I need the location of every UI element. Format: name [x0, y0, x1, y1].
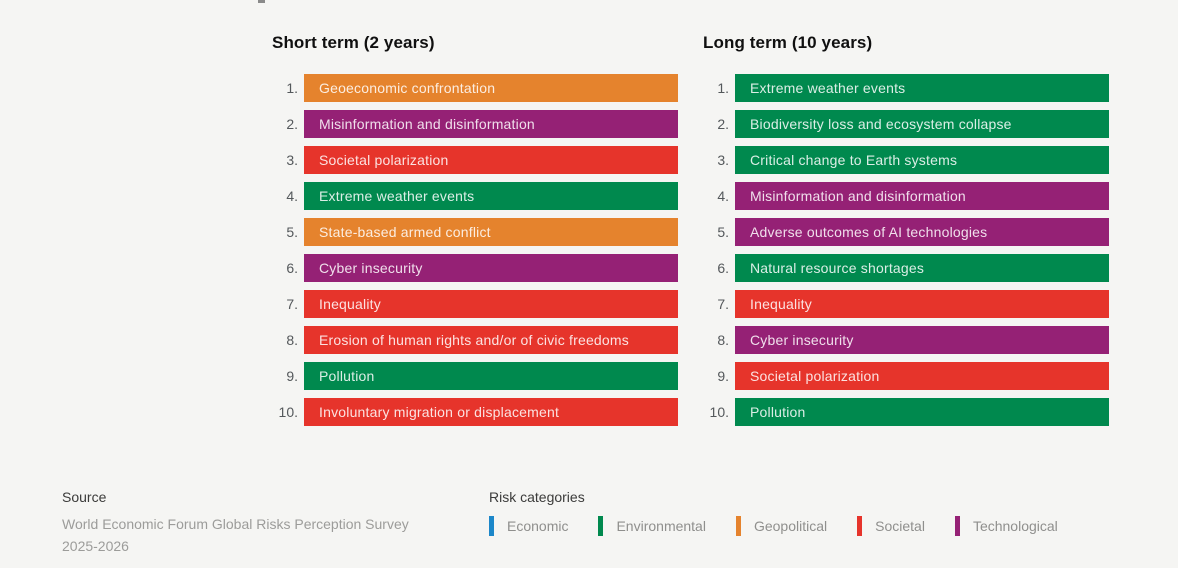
legend-swatch: [735, 516, 741, 536]
risk-bar: Erosion of human rights and/or of civic …: [304, 326, 678, 354]
risk-rank: 1.: [286, 80, 298, 96]
source-line-1: World Economic Forum Global Risks Percep…: [62, 516, 409, 532]
legend-heading: Risk categories: [489, 489, 585, 505]
legend-label: Economic: [507, 518, 569, 534]
risk-row: 8. Cyber insecurity: [703, 326, 1109, 354]
risk-row: 2. Biodiversity loss and ecosystem collap…: [703, 110, 1109, 138]
risk-rank: 2.: [286, 116, 298, 132]
risk-rank: 6.: [286, 260, 298, 276]
short-term-title: Short term (2 years): [272, 33, 435, 52]
short-term-list: 1. Geoeconomic confrontation 2. Misinformat…: [272, 74, 678, 426]
risk-rank: 3.: [286, 152, 298, 168]
risk-bar: Biodiversity loss and ecosystem collapse: [735, 110, 1109, 138]
risk-bar: Misinformation and disinformation: [304, 110, 678, 138]
risk-row: 10. Involuntary migration or displacement: [272, 398, 678, 426]
legend-label: Technological: [972, 518, 1058, 534]
risk-row: 10. Pollution: [703, 398, 1109, 426]
risk-rank: 10.: [709, 404, 729, 420]
risk-row: 8. Erosion of human rights and/or of civi…: [272, 326, 678, 354]
source-block: Source World Economic Forum Global Risks…: [62, 489, 462, 557]
legend-swatch: [954, 516, 960, 536]
legend-swatch: [598, 516, 604, 536]
source-heading: Source: [62, 489, 107, 505]
risk-bar: Pollution: [735, 398, 1109, 426]
risk-rank: 6.: [717, 260, 729, 276]
source-line-2: 2025-2026: [62, 538, 129, 554]
legend-item: Societal: [857, 516, 925, 536]
legend-item: Economic: [489, 516, 568, 536]
risk-rank: 5.: [717, 224, 729, 240]
risk-rank: 1.: [717, 80, 729, 96]
legend-item: Geopolitical: [735, 516, 828, 536]
risk-row: 3. Societal polarization: [272, 146, 678, 174]
risk-rank: 4.: [286, 188, 298, 204]
risk-bar: Geoeconomic confrontation: [304, 74, 678, 102]
risk-row: 6. Natural resource shortages: [703, 254, 1109, 282]
legend-row: Economic Environmental Geopolitical Societa…: [489, 516, 1058, 536]
short-term-column: Short term (2 years) 1. Geoeconomic confr…: [272, 33, 678, 426]
risk-bar: Societal polarization: [304, 146, 678, 174]
long-term-list: 1. Extreme weather events 2. Biodiversity l…: [703, 74, 1109, 426]
risk-rank: 5.: [286, 224, 298, 240]
risk-row: 5. State-based armed conflict: [272, 218, 678, 246]
risk-bar: Extreme weather events: [735, 74, 1109, 102]
legend-label: Societal: [875, 518, 925, 534]
risk-rank: 2.: [717, 116, 729, 132]
risk-row: 6. Cyber insecurity: [272, 254, 678, 282]
risk-rank: 9.: [717, 368, 729, 384]
risk-bar: Inequality: [735, 290, 1109, 318]
risk-bar: Societal polarization: [735, 362, 1109, 390]
risk-bar: Pollution: [304, 362, 678, 390]
risk-bar: Critical change to Earth systems: [735, 146, 1109, 174]
risk-row: 2. Misinformation and disinformation: [272, 110, 678, 138]
risk-bar: Extreme weather events: [304, 182, 678, 210]
legend-swatch: [857, 516, 863, 536]
cropped-text-artifact: [258, 0, 265, 3]
risk-row: 4. Extreme weather events: [272, 182, 678, 210]
risk-row: 7. Inequality: [703, 290, 1109, 318]
risk-row: 9. Pollution: [272, 362, 678, 390]
risk-rank: 4.: [717, 188, 729, 204]
legend-swatch: [489, 516, 494, 536]
risk-rank: 3.: [717, 152, 729, 168]
risk-row: 3. Critical change to Earth systems: [703, 146, 1109, 174]
risk-rank: 8.: [286, 332, 298, 348]
risk-row: 1. Extreme weather events: [703, 74, 1109, 102]
risk-bar: Inequality: [304, 290, 678, 318]
risk-rank: 10.: [278, 404, 298, 420]
risk-bar: State-based armed conflict: [304, 218, 678, 246]
legend-item: Environmental: [598, 516, 706, 536]
legend-item: Technological: [954, 516, 1058, 536]
risk-bar: Adverse outcomes of AI technologies: [735, 218, 1109, 246]
risk-rank: 8.: [717, 332, 729, 348]
risk-rank: 7.: [717, 296, 729, 312]
long-term-column: Long term (10 years) 1. Extreme weather e…: [703, 33, 1109, 426]
risk-categories-legend: Risk categories Economic Environmental Geo…: [489, 489, 1058, 536]
risk-rank: 9.: [286, 368, 298, 384]
risk-bar: Misinformation and disinformation: [735, 182, 1109, 210]
legend-label: Geopolitical: [753, 518, 828, 534]
risk-bar: Natural resource shortages: [735, 254, 1109, 282]
risk-bar: Cyber insecurity: [735, 326, 1109, 354]
risk-bar: Cyber insecurity: [304, 254, 678, 282]
risk-row: 4. Misinformation and disinformation: [703, 182, 1109, 210]
risk-row: 9. Societal polarization: [703, 362, 1109, 390]
risk-row: 5. Adverse outcomes of AI technologies: [703, 218, 1109, 246]
risk-row: 1. Geoeconomic confrontation: [272, 74, 678, 102]
long-term-title: Long term (10 years): [703, 33, 873, 52]
risk-row: 7. Inequality: [272, 290, 678, 318]
risk-rank: 7.: [286, 296, 298, 312]
legend-label: Environmental: [616, 518, 706, 534]
risk-bar: Involuntary migration or displacement: [304, 398, 678, 426]
